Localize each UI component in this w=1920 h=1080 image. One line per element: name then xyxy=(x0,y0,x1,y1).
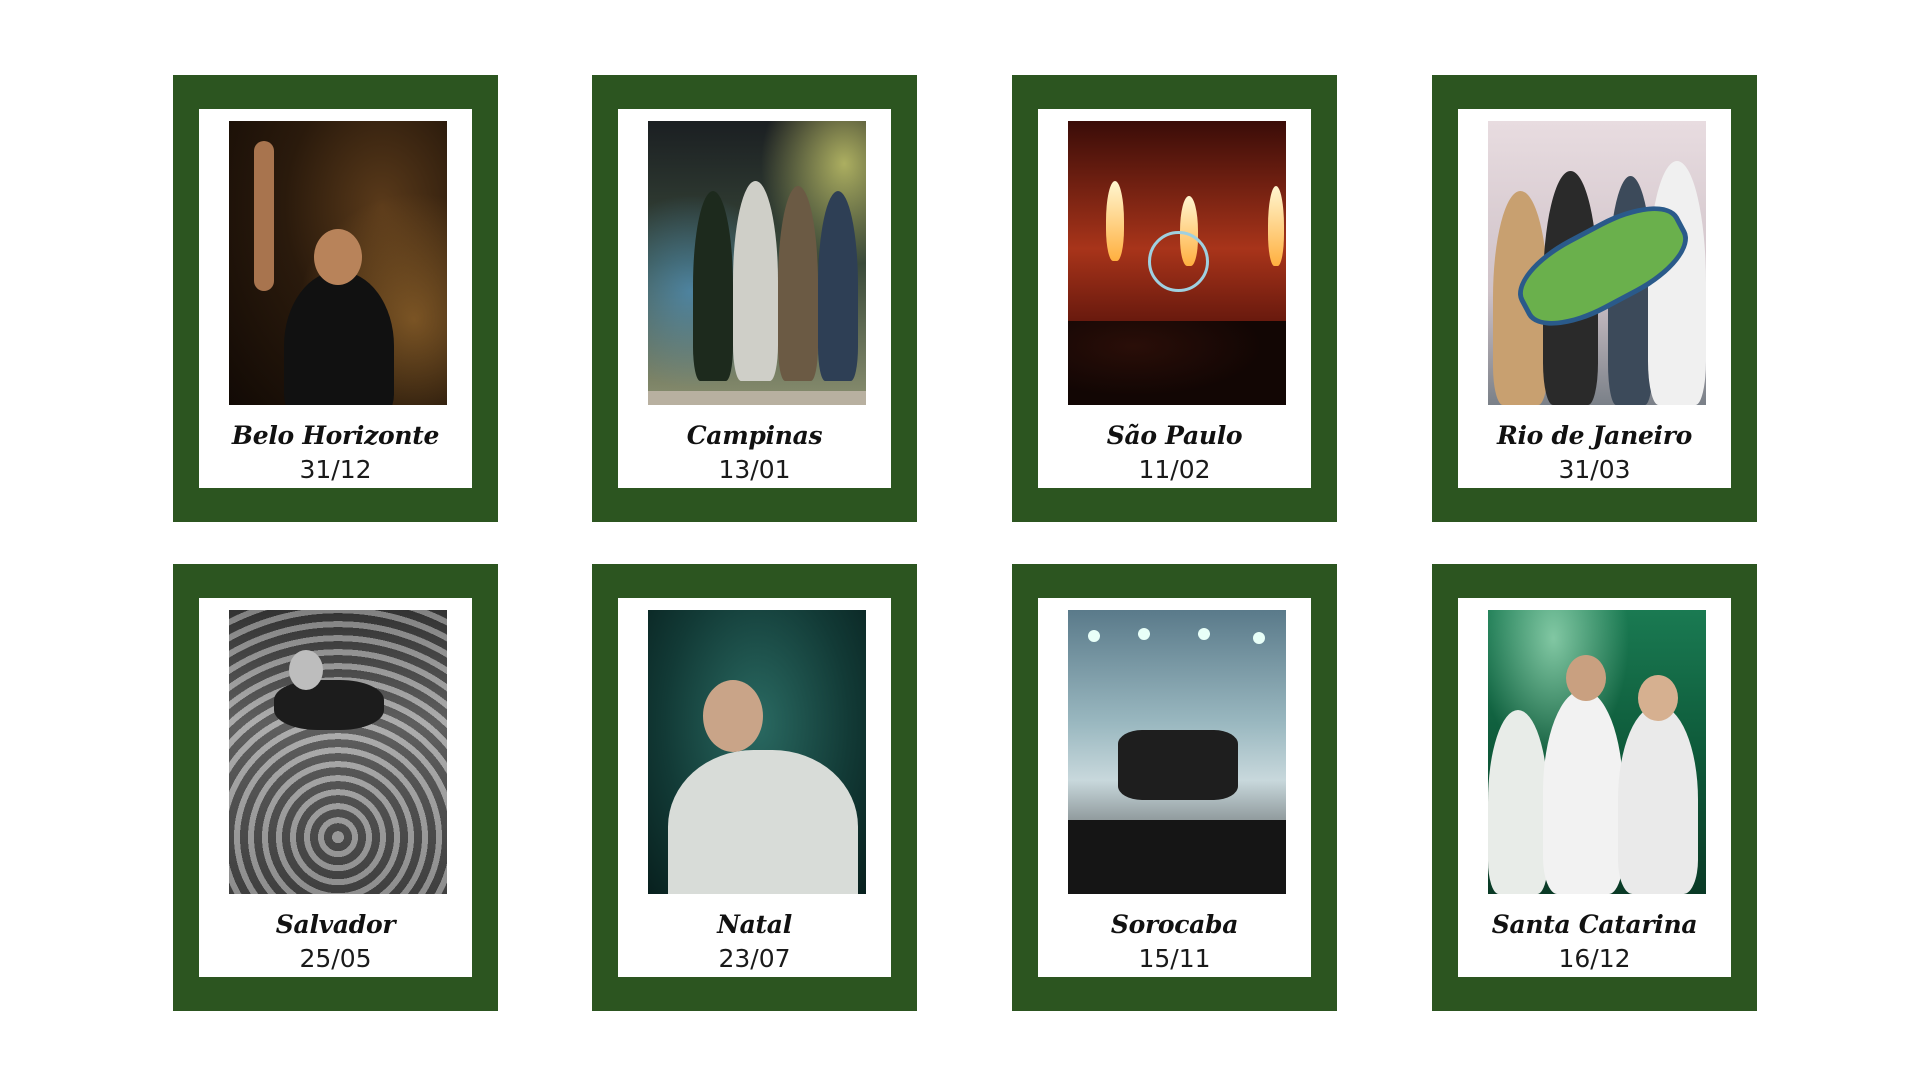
show-date: 23/07 xyxy=(718,944,791,973)
show-date: 31/12 xyxy=(299,455,372,484)
polaroid-frame: Campinas 13/01 xyxy=(618,109,891,488)
show-date: 25/05 xyxy=(299,944,372,973)
show-date: 15/11 xyxy=(1138,944,1211,973)
show-date: 31/03 xyxy=(1558,455,1631,484)
tour-card-santa-catarina[interactable]: Santa Catarina 16/12 xyxy=(1432,564,1757,1011)
concert-photo xyxy=(229,121,447,405)
concert-photo xyxy=(1488,610,1706,894)
polaroid-frame: Sorocaba 15/11 xyxy=(1038,598,1311,977)
polaroid-frame: Belo Horizonte 31/12 xyxy=(199,109,472,488)
tour-card-natal[interactable]: Natal 23/07 xyxy=(592,564,917,1011)
tour-card-sao-paulo[interactable]: São Paulo 11/02 xyxy=(1012,75,1337,522)
polaroid-frame: Santa Catarina 16/12 xyxy=(1458,598,1731,977)
city-name: Belo Horizonte xyxy=(231,421,440,450)
tour-card-salvador[interactable]: Salvador 25/05 xyxy=(173,564,498,1011)
concert-photo xyxy=(229,610,447,894)
city-name: Sorocaba xyxy=(1110,910,1239,939)
tour-card-rio-de-janeiro[interactable]: Rio de Janeiro 31/03 xyxy=(1432,75,1757,522)
tour-card-sorocaba[interactable]: Sorocaba 15/11 xyxy=(1012,564,1337,1011)
concert-photo xyxy=(1068,121,1286,405)
polaroid-frame: São Paulo 11/02 xyxy=(1038,109,1311,488)
concert-photo xyxy=(648,121,866,405)
city-name: Natal xyxy=(717,910,792,939)
city-name: Rio de Janeiro xyxy=(1497,421,1692,450)
concert-photo xyxy=(648,610,866,894)
city-name: Campinas xyxy=(686,421,823,450)
show-date: 11/02 xyxy=(1138,455,1211,484)
polaroid-frame: Natal 23/07 xyxy=(618,598,891,977)
tour-card-belo-horizonte[interactable]: Belo Horizonte 31/12 xyxy=(173,75,498,522)
polaroid-frame: Rio de Janeiro 31/03 xyxy=(1458,109,1731,488)
city-name: Salvador xyxy=(275,910,396,939)
concert-photo xyxy=(1488,121,1706,405)
polaroid-frame: Salvador 25/05 xyxy=(199,598,472,977)
show-date: 13/01 xyxy=(718,455,791,484)
tour-card-campinas[interactable]: Campinas 13/01 xyxy=(592,75,917,522)
city-name: São Paulo xyxy=(1106,421,1243,450)
show-date: 16/12 xyxy=(1558,944,1631,973)
concert-photo xyxy=(1068,610,1286,894)
city-name: Santa Catarina xyxy=(1491,910,1698,939)
